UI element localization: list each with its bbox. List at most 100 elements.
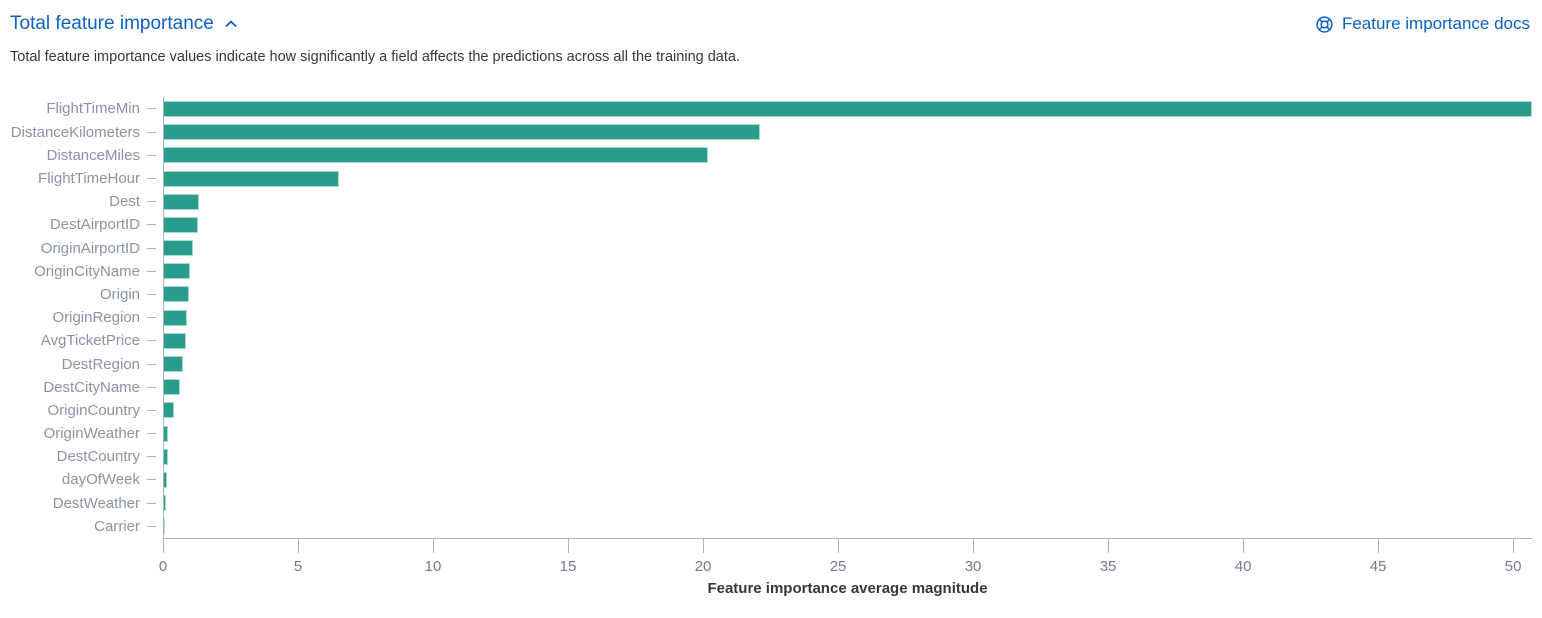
bar-track [163,170,1532,187]
y-axis-label: DestCountry [56,448,140,466]
x-tick-label: 40 [1234,557,1252,575]
bar-DestAirportID [163,216,199,233]
chart-row: OriginRegion [0,306,1542,329]
x-tick-mark [703,538,705,553]
x-tick-mark [568,538,570,553]
chart-row: OriginCountry [0,399,1542,422]
bar-track [163,448,1532,465]
feature-importance-docs-link[interactable]: Feature importance docs [1315,14,1530,34]
chart-row: DistanceKilometers [0,121,1542,144]
chart-row: OriginWeather [0,422,1542,445]
bar-track [163,518,1532,535]
chart-row: DestCityName [0,376,1542,399]
y-tick [140,386,163,388]
bar-track [163,356,1532,373]
bar-track [163,193,1532,210]
bar-track [163,379,1532,396]
y-axis-label: OriginAirportID [40,239,140,257]
bar-OriginRegion [163,309,188,326]
y-axis-label: FlightTimeHour [38,170,140,188]
x-tick-label: 0 [158,557,168,575]
x-tick-mark [838,538,840,553]
y-tick [140,247,163,249]
x-tick-label: 15 [559,557,577,575]
x-tick-label: 30 [964,557,982,575]
y-tick-mark [147,525,156,527]
x-axis: 0 5 10 15 20 25 30 35 40 45 50 [159,538,1532,577]
x-tick-label: 10 [424,557,442,575]
chevron-up-icon [223,16,239,32]
y-tick [140,525,163,527]
y-tick-mark [147,247,156,249]
y-tick [140,178,163,180]
y-axis-label: AvgTicketPrice [40,332,140,350]
chart-row: DestAirportID [0,213,1542,236]
chart-row: FlightTimeMin [0,97,1542,120]
y-tick [140,502,163,504]
y-axis-label: DestWeather [52,494,140,512]
x-tick-label: 50 [1504,557,1522,575]
y-tick-mark [147,293,156,295]
y-tick-mark [147,456,156,458]
bar-track [163,286,1532,303]
y-tick-mark [147,502,156,504]
y-tick [140,363,163,365]
bar-DestRegion [163,356,184,373]
chart-row: DistanceMiles [0,144,1542,167]
y-tick-mark [147,386,156,388]
chart-row: FlightTimeHour [0,167,1542,190]
total-feature-importance-toggle[interactable]: Total feature importance [10,13,239,35]
y-axis-label: OriginRegion [52,309,140,327]
bar-track [163,124,1532,141]
bar-OriginAirportID [163,240,193,257]
x-tick-label: 25 [829,557,847,575]
bar-track [163,402,1532,419]
y-axis-label: Carrier [94,517,140,535]
y-tick-mark [147,178,156,180]
x-tick-label: 5 [293,557,303,575]
chart-row: DestCountry [0,445,1542,468]
y-tick [140,433,163,435]
bar-track [163,147,1532,164]
chart-row: Carrier [0,515,1542,538]
y-tick [140,154,163,156]
bar-track [163,425,1532,442]
chart-row: Origin [0,283,1542,306]
y-axis-label: FlightTimeMin [46,100,140,118]
chart-row: DestRegion [0,352,1542,375]
y-axis-line [162,97,164,539]
chart-row: dayOfWeek [0,468,1542,491]
panel-title: Total feature importance [10,13,214,34]
docs-link-label: Feature importance docs [1341,14,1530,33]
y-tick-mark [147,224,156,226]
panel-header: Total feature importance Feature importa… [0,0,1542,35]
x-tick-label: 35 [1099,557,1117,575]
y-tick [140,270,163,272]
y-tick [140,456,163,458]
bar-OriginWeather [163,425,169,442]
x-tick-mark [1108,538,1110,553]
bar-track [163,263,1532,280]
y-tick [140,108,163,110]
bar-FlightTimeMin [163,100,1532,117]
bar-DestCountry [163,448,168,465]
y-axis-label: DistanceMiles [46,146,140,164]
x-tick-label: 20 [694,557,712,575]
feature-importance-bar-chart: FlightTimeMin DistanceKilometers DistanceM… [0,97,1542,597]
y-tick-mark [147,154,156,156]
y-tick-mark [147,363,156,365]
y-axis-label: Dest [109,193,140,211]
y-axis-label: DestAirportID [49,216,140,234]
bar-FlightTimeHour [163,170,339,187]
y-tick-mark [147,270,156,272]
x-tick-mark [433,538,435,553]
x-tick-mark [163,538,164,553]
bar-track [163,240,1532,257]
x-tick-label: 45 [1369,557,1387,575]
bar-track [163,216,1532,233]
bar-track [163,471,1532,488]
bar-track [163,495,1532,512]
x-tick-mark [1513,538,1515,553]
chart-row: DestWeather [0,492,1542,515]
y-tick [140,317,163,319]
